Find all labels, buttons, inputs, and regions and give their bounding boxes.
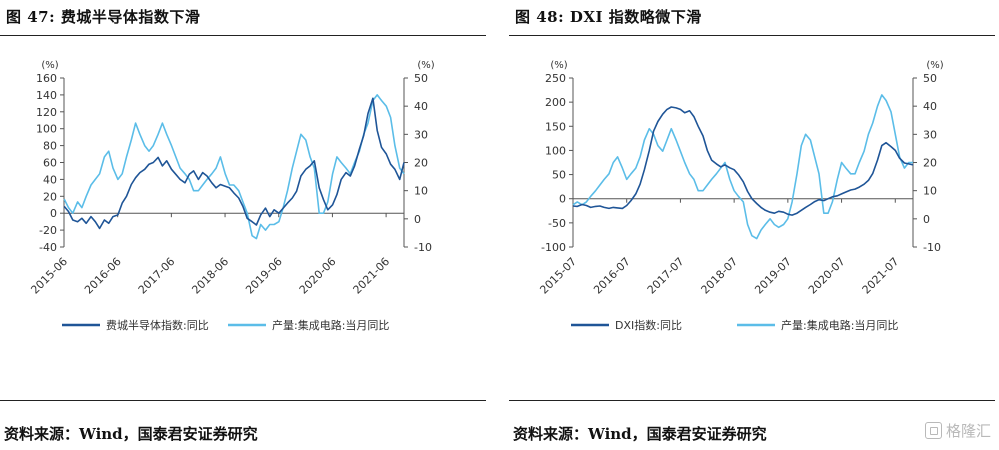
left-panel: 图 47: 费城半导体指数下滑 (%) (%) -40 -20 0 20 40 60 80 100…: [0, 0, 490, 450]
series-line-secondary: [572, 94, 913, 240]
x-tick-label: 2020-07: [806, 255, 848, 297]
semiconductor-index-chart: (%) (%) -40 -20 0 20 40 60 80 100 120 140 160 -10 0 10 2…: [28, 60, 434, 332]
x-tick-label: 2016-07: [591, 255, 633, 297]
left-tick-label: 60: [43, 157, 57, 170]
x-tick-label: 2017-07: [645, 255, 687, 297]
left-tick-label: -40: [39, 241, 57, 254]
right-tick-label: -10: [414, 241, 432, 254]
x-tick-label: 2015-07: [537, 255, 579, 297]
left-tick-label: -20: [39, 224, 57, 237]
x-tick-label: 2018-07: [699, 255, 741, 297]
right-tick-label: -10: [923, 241, 941, 254]
left-tick-label: -100: [541, 241, 566, 254]
top-divider: [509, 35, 995, 36]
x-tick-label: 2016-06: [82, 255, 124, 297]
right-tick-label: 10: [414, 185, 428, 198]
watermark: 格隆汇: [924, 420, 991, 441]
left-tick-label: 0: [50, 207, 57, 220]
legend-label: 费城半导体指数:同比: [106, 318, 209, 332]
x-tick-label: 2017-06: [136, 255, 178, 297]
series-line-primary: [572, 106, 914, 216]
left-tick-label: 120: [36, 106, 57, 119]
bottom-divider: [0, 400, 486, 401]
right-tick-label: 20: [923, 157, 937, 170]
right-tick-label: 30: [923, 128, 937, 141]
left-tick-label: 40: [43, 173, 57, 186]
right-unit-label: (%): [417, 60, 434, 71]
legend-label: DXI指数:同比: [615, 318, 682, 332]
right-tick-label: 0: [923, 213, 930, 226]
right-tick-label: 10: [923, 185, 937, 198]
gelonghui-logo-icon: [924, 422, 942, 439]
watermark-text: 格隆汇: [945, 422, 991, 440]
left-tick-label: 160: [36, 72, 57, 85]
series-line-primary: [63, 97, 405, 230]
left-tick-label: 0: [559, 193, 566, 206]
right-tick-label: 40: [923, 100, 937, 113]
figure-title: 图 48: DXI 指数略微下滑: [515, 8, 702, 26]
left-tick-label: 100: [36, 123, 57, 136]
left-tick-label: 140: [36, 89, 57, 102]
right-tick-label: 30: [414, 128, 428, 141]
dxi-index-chart: (%) (%)-100-50050100150200250-10010203040…: [537, 60, 943, 332]
x-tick-label: 2021-06: [351, 255, 393, 297]
right-panel: 图 48: DXI 指数略微下滑 (%) (%) -100 -50 0 50 100 150 2…: [509, 0, 999, 450]
x-tick-label: 2021-07: [860, 255, 902, 297]
x-tick-label: 2015-06: [28, 255, 70, 297]
left-tick-label: 80: [43, 140, 57, 153]
series-line-secondary: [63, 94, 405, 240]
x-tick-label: 2019-06: [243, 255, 285, 297]
left-tick-label: 200: [545, 96, 566, 109]
right-unit-label: (%): [926, 60, 943, 71]
legend-label: 产量:集成电路:当月同比: [781, 318, 898, 332]
right-tick-label: 40: [414, 100, 428, 113]
x-tick-label: 2019-07: [752, 255, 794, 297]
right-tick-label: 50: [414, 72, 428, 85]
right-tick-label: 50: [923, 72, 937, 85]
left-tick-label: 100: [545, 144, 566, 157]
right-tick-label: 20: [414, 157, 428, 170]
left-tick-label: 50: [552, 169, 566, 182]
left-unit-label: (%): [550, 60, 567, 71]
x-tick-label: 2018-06: [189, 255, 231, 297]
source-note: 资料来源：Wind，国泰君安证券研究: [513, 425, 767, 443]
top-divider: [0, 35, 486, 36]
left-tick-label: 150: [545, 120, 566, 133]
left-unit-label: (%): [41, 60, 58, 71]
source-note: 资料来源：Wind，国泰君安证券研究: [4, 425, 258, 443]
legend-label: 产量:集成电路:当月同比: [272, 318, 389, 332]
left-tick-label: 20: [43, 190, 57, 203]
figure-title: 图 47: 费城半导体指数下滑: [6, 8, 201, 26]
x-tick-label: 2020-06: [297, 255, 339, 297]
right-tick-label: 0: [414, 213, 421, 226]
bottom-divider: [509, 400, 995, 401]
left-tick-label: 250: [545, 72, 566, 85]
left-tick-label: -50: [548, 217, 566, 230]
